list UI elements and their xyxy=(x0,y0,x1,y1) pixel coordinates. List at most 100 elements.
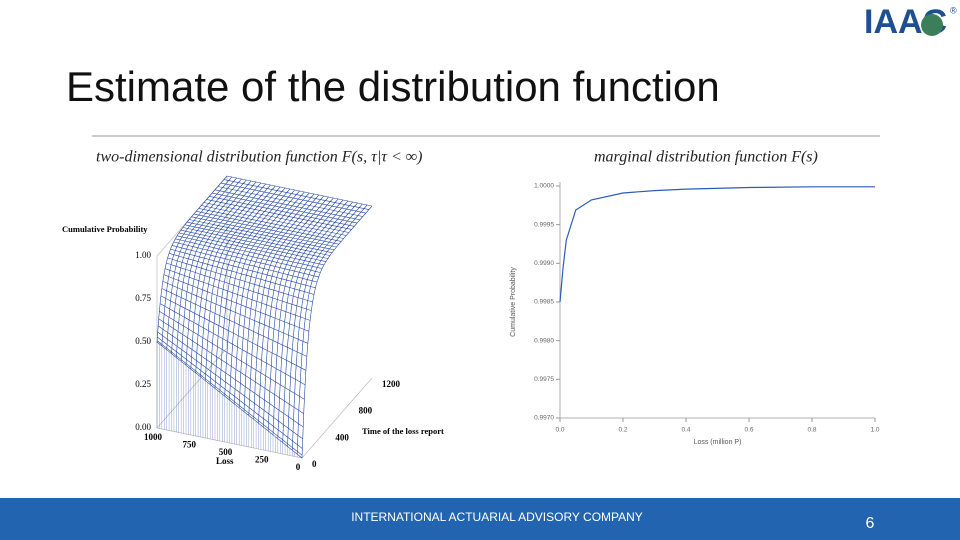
x-tick-label: 0.2 xyxy=(618,427,627,434)
x-tick-label: 0.4 xyxy=(681,427,690,434)
surface-mesh xyxy=(220,182,366,214)
surface-mesh xyxy=(180,180,252,362)
surface-mesh xyxy=(234,191,305,404)
surface-mesh xyxy=(160,295,307,371)
x-tick-label: 750 xyxy=(183,440,197,450)
surface-mesh xyxy=(184,224,330,256)
surface-mesh xyxy=(209,186,281,385)
surface-mesh xyxy=(190,182,262,370)
x-tick-label: 1.0 xyxy=(870,427,879,434)
z-tick-label: 0.00 xyxy=(135,422,151,432)
x-tick-label: 0.6 xyxy=(744,427,753,434)
surface-mesh xyxy=(168,253,315,295)
footer-company: INTERNATIONAL ACTUARIAL ADVISORY COMPANY xyxy=(351,510,643,524)
footer-bar xyxy=(0,498,960,540)
y-tick-label: 0.9990 xyxy=(534,260,554,267)
surface-mesh xyxy=(209,196,355,227)
x-axis-label: Loss (million P) xyxy=(694,439,742,446)
surface-mesh xyxy=(196,211,342,242)
surface-mesh xyxy=(206,199,352,230)
surface-mesh xyxy=(224,189,295,397)
y-tick-label: 800 xyxy=(359,406,373,416)
z-axis-label: Cumulative Probability xyxy=(62,224,148,234)
z-tick-label: 0.75 xyxy=(135,293,151,303)
surface-mesh xyxy=(157,325,304,428)
surface-mesh xyxy=(243,193,315,412)
surface-mesh xyxy=(170,248,316,289)
x-tick-label: 0.8 xyxy=(807,427,816,434)
data-line xyxy=(559,186,875,303)
surface-mesh xyxy=(211,192,358,224)
surface-mesh xyxy=(248,194,320,416)
surface-mesh xyxy=(253,195,324,420)
page-number: 6 xyxy=(866,515,875,532)
surface-mesh xyxy=(258,196,329,424)
y-axis-label: Cumulative Probability xyxy=(510,267,517,337)
surface-mesh xyxy=(296,204,368,455)
surface-mesh xyxy=(164,268,311,321)
surface-mesh xyxy=(156,340,303,456)
surface-mesh xyxy=(287,202,358,447)
surface-mesh xyxy=(226,175,373,207)
chart-title: two-dimensional distribution function F(… xyxy=(96,149,423,166)
surface-mesh xyxy=(166,177,237,350)
logo-mark: ® xyxy=(950,5,957,15)
surface-mesh xyxy=(272,199,344,435)
surface-mesh xyxy=(167,257,313,303)
surface-mesh xyxy=(161,288,307,357)
surface-mesh xyxy=(159,311,305,400)
surface-mesh xyxy=(195,183,266,373)
surface-mesh xyxy=(176,179,247,358)
surface-mesh xyxy=(277,200,349,439)
axis-line xyxy=(301,377,373,459)
surface-mesh xyxy=(163,274,310,332)
surface-mesh xyxy=(166,262,312,311)
y-tick-label: 1200 xyxy=(382,379,401,389)
x-axis-label: Loss xyxy=(216,456,234,466)
surface-chart: 0.00 0.25 0.50 0.75 1.00 1000 750 500 250 0 0 400 80… xyxy=(62,175,444,472)
axis-line xyxy=(156,347,228,429)
surface-mesh xyxy=(171,245,318,283)
surface-mesh xyxy=(162,281,308,344)
y-tick-label: 1.0000 xyxy=(534,183,554,190)
y-tick-label: 0 xyxy=(312,459,317,469)
y-tick-label: 400 xyxy=(335,432,349,442)
surface-mesh xyxy=(182,227,328,259)
surface-mesh xyxy=(157,336,303,449)
surface-mesh xyxy=(159,303,306,385)
surface-mesh xyxy=(282,201,353,443)
y-tick-label: 0.9975 xyxy=(534,376,554,383)
surface-mesh xyxy=(219,188,291,393)
x-tick-label: 250 xyxy=(255,455,269,465)
surface-mesh xyxy=(223,179,369,210)
surface-mesh xyxy=(177,235,323,269)
surface-mesh xyxy=(171,178,242,354)
surface-mesh xyxy=(180,229,326,262)
logo-globe xyxy=(921,14,943,36)
x-tick-label: 500 xyxy=(219,447,233,457)
z-tick-label: 0.25 xyxy=(135,379,151,389)
surface-mesh xyxy=(161,176,233,346)
y-tick-label: 0.9995 xyxy=(534,221,554,228)
y-tick-label: 0.9970 xyxy=(534,415,554,422)
surface-mesh xyxy=(200,184,271,377)
surface-mesh xyxy=(156,175,228,343)
surface-mesh xyxy=(186,221,333,253)
surface-mesh xyxy=(193,213,339,245)
slide-title: Estimate of the distribution function xyxy=(66,63,720,110)
line-chart: 0.99700.99750.99800.99850.99900.99951.00… xyxy=(510,182,880,446)
y-axis-label: Time of the loss report xyxy=(362,426,444,436)
surface-mesh xyxy=(185,181,257,366)
surface-mesh xyxy=(292,203,363,451)
surface-mesh xyxy=(189,219,335,251)
surface-mesh xyxy=(214,187,286,389)
surface-mesh xyxy=(214,189,360,221)
surface-mesh xyxy=(205,185,276,381)
surface-mesh xyxy=(229,190,300,401)
surface-mesh xyxy=(175,238,321,273)
surface-mesh xyxy=(201,205,347,236)
z-tick-label: 0.50 xyxy=(135,336,151,346)
surface-mesh xyxy=(157,331,303,440)
